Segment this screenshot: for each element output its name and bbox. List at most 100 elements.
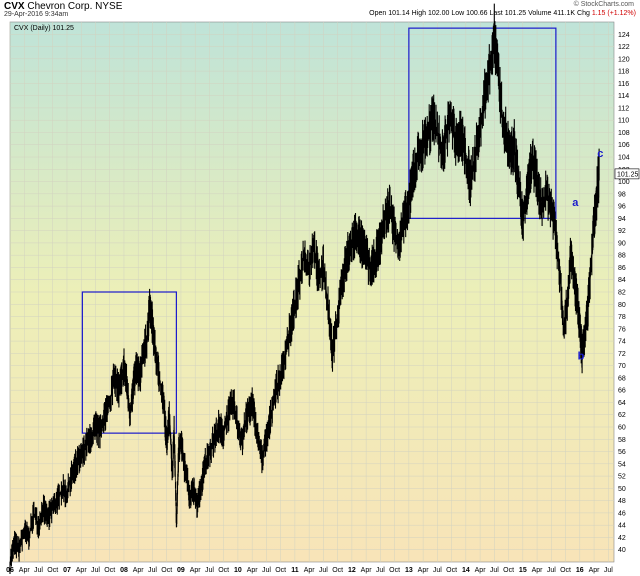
x-tick-label: Oct	[560, 567, 571, 574]
x-tick-label: Jul	[34, 567, 43, 574]
y-tick-label: 76	[618, 326, 626, 333]
x-tick-label: Oct	[218, 567, 229, 574]
x-tick-label: Jul	[205, 567, 214, 574]
y-axis: 40 42 44 46 48 50 52 54 56 58 60 62 64 66 68 70 72 74 76 78…	[618, 32, 630, 554]
wave-label-c: c	[597, 148, 603, 160]
highlight-boxes	[81, 27, 557, 434]
y-tick-label: 64	[618, 400, 626, 407]
volume-value: 411.1K	[553, 10, 576, 17]
chart-header: CVX Chevron Corp. NYSE 29-Apr-2016 9:34a…	[0, 0, 640, 20]
last-value: 101.25	[504, 10, 527, 17]
y-tick-label: 58	[618, 437, 626, 444]
open-value: 101.14	[388, 10, 410, 17]
x-tick-label: Oct	[275, 567, 286, 574]
x-tick-label: 06	[6, 567, 14, 574]
x-tick-label: Oct	[47, 567, 58, 574]
y-tick-label: 66	[618, 388, 626, 395]
x-tick-label: 08	[120, 567, 128, 574]
y-tick-label: 96	[618, 204, 626, 211]
open-label: Open	[369, 10, 387, 17]
y-tick-label: 94	[618, 216, 626, 223]
x-tick-label: Apr	[589, 567, 601, 574]
x-tick-label: 12	[348, 567, 356, 574]
x-tick-label: 13	[405, 567, 413, 574]
wave-labels: a b c	[572, 148, 603, 363]
x-axis: 06 Apr Jul Oct 07 Apr Jul Oct 08 Apr Jul Oct 09 Apr Ju…	[6, 567, 613, 574]
x-tick-label: Jul	[376, 567, 385, 574]
y-tick-label: 60	[618, 425, 626, 432]
x-tick-label: Oct	[104, 567, 115, 574]
x-tick-label: Jul	[148, 567, 157, 574]
x-tick-label: Apr	[304, 567, 316, 574]
y-tick-label: 68	[618, 375, 626, 382]
x-tick-label: Jul	[262, 567, 271, 574]
x-tick-label: Apr	[76, 567, 88, 574]
y-tick-label: 124	[618, 32, 630, 39]
y-tick-label: 88	[618, 253, 626, 260]
y-tick-label: 100	[618, 179, 630, 186]
highlight-box	[408, 27, 557, 219]
y-tick-label: 118	[618, 69, 629, 76]
highlight-box	[81, 291, 177, 434]
y-tick-label: 92	[618, 228, 626, 235]
y-tick-label: 120	[618, 56, 630, 63]
x-tick-label: 07	[63, 567, 71, 574]
legend-label: CVX (Daily) 101.25	[14, 25, 74, 32]
symbol-title: CVX Chevron Corp. NYSE	[4, 1, 122, 12]
y-tick-label: 50	[618, 486, 626, 493]
x-tick-label: 10	[234, 567, 242, 574]
y-tick-label: 104	[618, 155, 630, 162]
x-tick-label: Oct	[446, 567, 457, 574]
y-tick-label: 44	[618, 523, 626, 530]
x-tick-label: Apr	[361, 567, 373, 574]
x-tick-label: Jul	[490, 567, 499, 574]
y-tick-label: 70	[618, 363, 626, 370]
wave-label-a: a	[572, 197, 579, 209]
y-tick-label: 122	[618, 44, 630, 51]
y-tick-label: 90	[618, 240, 626, 247]
grid-lines	[9, 22, 614, 562]
x-tick-label: Oct	[389, 567, 400, 574]
high-value: 102.00	[427, 10, 450, 17]
y-tick-label: 114	[618, 93, 629, 100]
chg-label: Chg	[577, 10, 590, 17]
chg-value: 1.15	[591, 10, 606, 17]
x-tick-label: Apr	[475, 567, 487, 574]
last-value-label: 101.25	[617, 171, 639, 178]
price-line	[9, 34, 600, 563]
brand-logo: © StockCharts.com	[573, 1, 634, 8]
x-tick-label: Jul	[433, 567, 442, 574]
y-tick-label: 46	[618, 510, 626, 517]
low-label: Low	[451, 10, 465, 17]
low-value: 100.66	[466, 10, 488, 17]
x-tick-label: Oct	[332, 567, 343, 574]
x-tick-label: Jul	[319, 567, 328, 574]
last-value-box	[614, 168, 640, 180]
price-series	[9, 3, 600, 574]
legend: CVX (Daily) 101.25	[14, 25, 74, 32]
y-tick-label: 112	[618, 105, 629, 112]
x-tick-label: 14	[462, 567, 470, 574]
x-tick-label: 11	[291, 567, 299, 574]
x-tick-label: Jul	[547, 567, 556, 574]
y-tick-label: 108	[618, 130, 630, 137]
volume-label: Volume	[528, 10, 552, 17]
x-tick-label: 15	[519, 567, 527, 574]
y-tick-label: 84	[618, 277, 626, 284]
x-tick-label: 09	[177, 567, 185, 574]
x-tick-label: Apr	[19, 567, 31, 574]
x-tick-label: Apr	[418, 567, 430, 574]
x-tick-label: Jul	[604, 567, 613, 574]
y-tick-label: 86	[618, 265, 626, 272]
y-tick-label: 72	[618, 351, 626, 358]
y-tick-label: 54	[618, 461, 626, 468]
x-tick-label: Apr	[532, 567, 544, 574]
y-tick-label: 48	[618, 498, 626, 505]
exchange-name: NYSE	[95, 1, 123, 12]
y-tick-label: 98	[618, 191, 626, 198]
quote-bar: Open 101.14 High 102.00 Low 100.66 Last …	[369, 10, 636, 17]
y-tick-label: 116	[618, 81, 629, 88]
x-tick-label: Oct	[503, 567, 514, 574]
x-tick-label: 16	[576, 567, 584, 574]
